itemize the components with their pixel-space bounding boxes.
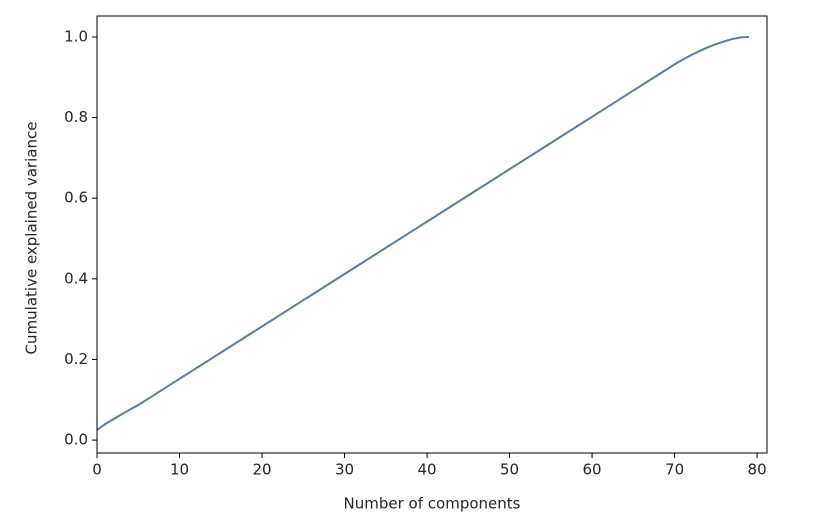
x-axis-label: Number of components (344, 495, 521, 513)
x-tick-label: 60 (583, 461, 602, 479)
y-tick-label: 0.8 (64, 108, 88, 126)
y-tick-label: 0.4 (64, 269, 88, 287)
y-tick-label: 0.6 (64, 189, 88, 207)
y-tick-label: 1.0 (64, 27, 88, 45)
plot-frame (96, 15, 768, 454)
y-tick-label: 0.0 (64, 431, 88, 449)
x-tick-label: 70 (665, 461, 684, 479)
y-tick-label: 0.2 (64, 350, 88, 368)
x-tick-label: 10 (170, 461, 189, 479)
x-tick-label: 80 (748, 461, 767, 479)
y-axis-label: Cumulative explained variance (23, 122, 41, 355)
x-tick-label: 30 (335, 461, 354, 479)
x-tick-label: 40 (418, 461, 437, 479)
x-tick-label: 50 (500, 461, 519, 479)
x-tick-label: 0 (92, 461, 102, 479)
x-tick-label: 20 (252, 461, 271, 479)
line-series (96, 35, 749, 431)
